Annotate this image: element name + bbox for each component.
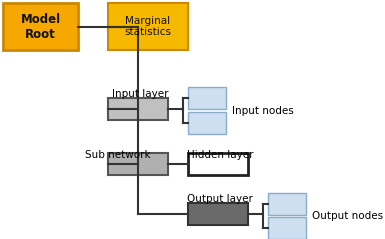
Text: Model
Root: Model Root — [20, 12, 60, 40]
FancyBboxPatch shape — [188, 203, 248, 225]
Text: Sub network: Sub network — [85, 150, 151, 160]
FancyBboxPatch shape — [268, 217, 306, 239]
Text: Output nodes: Output nodes — [312, 211, 383, 221]
FancyBboxPatch shape — [188, 153, 248, 175]
Text: Output layer: Output layer — [187, 194, 253, 204]
Text: Marginal
statistics: Marginal statistics — [124, 16, 171, 37]
FancyBboxPatch shape — [188, 87, 226, 109]
FancyBboxPatch shape — [108, 3, 188, 50]
FancyBboxPatch shape — [108, 98, 168, 120]
FancyBboxPatch shape — [3, 3, 78, 50]
FancyBboxPatch shape — [268, 193, 306, 215]
FancyBboxPatch shape — [108, 153, 168, 175]
Text: Hidden layer: Hidden layer — [187, 150, 253, 160]
Text: Input nodes: Input nodes — [232, 106, 294, 116]
FancyBboxPatch shape — [188, 112, 226, 134]
Text: Input layer: Input layer — [112, 89, 169, 99]
